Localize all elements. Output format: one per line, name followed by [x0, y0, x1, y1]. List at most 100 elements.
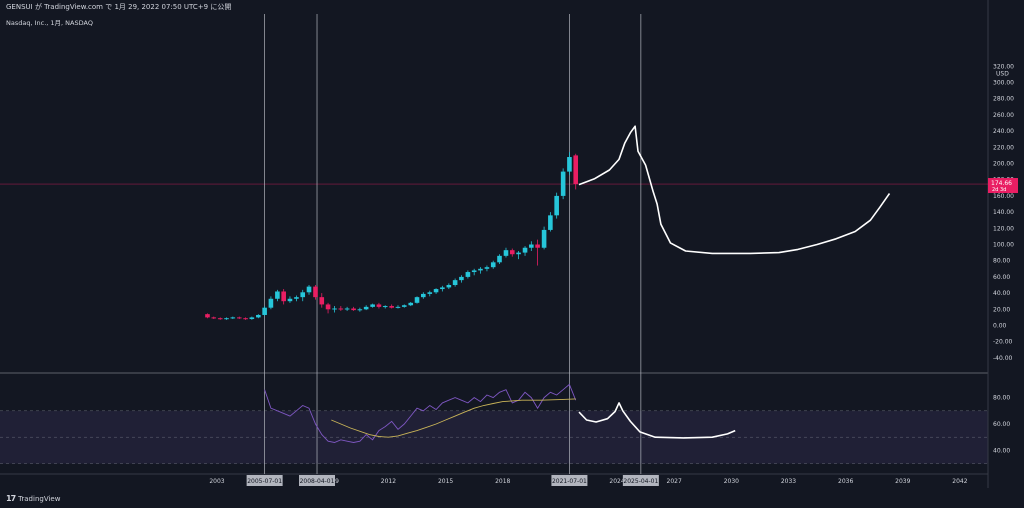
time-tick-label: 2012: [381, 478, 396, 485]
time-tick-label: 2042: [952, 478, 967, 485]
time-tick-label: 2036: [838, 478, 853, 485]
candle-up[interactable]: [541, 229, 547, 248]
candle-down[interactable]: [281, 291, 286, 302]
candle-down[interactable]: [319, 297, 325, 305]
candle-up[interactable]: [522, 247, 528, 253]
candle-up[interactable]: [332, 308, 337, 310]
candle-down[interactable]: [313, 286, 318, 298]
time-tick-label: 2024: [609, 478, 624, 485]
candle-up[interactable]: [275, 291, 280, 299]
candle-up[interactable]: [459, 276, 464, 281]
candle-down[interactable]: [325, 304, 331, 310]
rsi-line[interactable]: [264, 383, 577, 443]
candle-up[interactable]: [497, 255, 502, 263]
candle-down[interactable]: [243, 318, 248, 320]
candle-up[interactable]: [421, 293, 426, 298]
candle-up[interactable]: [382, 306, 388, 308]
candle-down[interactable]: [351, 308, 356, 311]
candle-up[interactable]: [370, 304, 375, 307]
symbol-title: Nasdaq, Inc., 1月, NASDAQ: [6, 19, 93, 27]
time-tick-label: 2039: [895, 478, 910, 485]
candle-up[interactable]: [529, 244, 534, 248]
candle-up[interactable]: [516, 252, 521, 255]
candle-up[interactable]: [395, 306, 401, 308]
brand-name: TradingView: [18, 495, 61, 503]
price-tick-label: 140.00: [993, 209, 1014, 216]
candle-up[interactable]: [414, 297, 420, 303]
candle-up[interactable]: [294, 297, 299, 299]
candle-up[interactable]: [300, 292, 306, 298]
candle-up[interactable]: [344, 308, 350, 310]
marker-date-badge: [622, 475, 659, 486]
rsi-tick-label: 40.00: [993, 447, 1010, 454]
candle-up[interactable]: [268, 298, 274, 308]
candle-down[interactable]: [211, 317, 217, 319]
marker-date-label: 2008-04-01: [300, 478, 335, 485]
rsi-tick-label: 60.00: [993, 421, 1010, 428]
tradingview-brand[interactable]: 17 TradingView: [6, 494, 60, 504]
candle-up[interactable]: [408, 302, 414, 306]
candle-up[interactable]: [427, 292, 433, 294]
marker-date-label: 2021-07-01: [552, 478, 587, 485]
candle-down[interactable]: [535, 244, 540, 248]
marker-date-badge: [246, 475, 283, 486]
current-price-countdown: 2d 3d: [992, 187, 1006, 193]
rsi-forecast-drawing[interactable]: [578, 402, 736, 439]
current-price-tag: [988, 178, 1018, 194]
price-tick-label: 40.00: [993, 290, 1010, 297]
candle-up[interactable]: [554, 195, 559, 216]
price-tick-label: 80.00: [993, 258, 1010, 265]
candle-up[interactable]: [401, 305, 407, 307]
time-tick-label: 2030: [724, 478, 739, 485]
marker-date-badge: [551, 475, 588, 486]
candle-up[interactable]: [363, 306, 369, 310]
price-tick-label: -40.00: [993, 355, 1013, 362]
time-tick-label: 2033: [781, 478, 796, 485]
candle-down[interactable]: [509, 250, 515, 255]
candle-up[interactable]: [567, 157, 572, 172]
candle-up[interactable]: [440, 287, 445, 290]
price-tick-label: 220.00: [993, 144, 1014, 151]
time-tick-label: 2027: [667, 478, 682, 485]
candle-up[interactable]: [503, 250, 509, 256]
candle-up[interactable]: [548, 215, 553, 230]
candle-down[interactable]: [236, 317, 242, 319]
price-tick-label: 100.00: [993, 242, 1014, 249]
price-tick-label: 60.00: [993, 274, 1010, 281]
candle-up[interactable]: [433, 289, 439, 293]
marker-date-label: 2005-07-01: [247, 478, 282, 485]
price-tick-label: 160.00: [993, 193, 1014, 200]
candle-up[interactable]: [471, 270, 477, 273]
candle-up[interactable]: [465, 272, 471, 277]
candle-up[interactable]: [357, 309, 363, 311]
time-tick-label: 2015: [438, 478, 453, 485]
candle-up[interactable]: [484, 267, 490, 269]
candle-up[interactable]: [490, 262, 496, 268]
candle-up[interactable]: [224, 318, 229, 320]
candle-down[interactable]: [389, 306, 394, 308]
candle-up[interactable]: [249, 317, 255, 320]
tradingview-logo-icon: 17: [6, 494, 16, 503]
price-tick-label: 280.00: [993, 96, 1014, 103]
candle-down[interactable]: [376, 304, 382, 307]
price-unit-label: USD: [996, 70, 1009, 77]
candle-up[interactable]: [256, 314, 261, 318]
candle-up[interactable]: [262, 307, 267, 315]
candle-up[interactable]: [478, 268, 483, 271]
candle-down[interactable]: [338, 308, 344, 310]
candle-down[interactable]: [205, 314, 210, 318]
rsi-ma-line[interactable]: [331, 398, 576, 438]
time-tick-label: 2003: [209, 478, 224, 485]
candle-down[interactable]: [217, 318, 223, 320]
candle-up[interactable]: [230, 317, 236, 319]
price-forecast-drawing[interactable]: [578, 125, 891, 255]
candle-down[interactable]: [573, 155, 579, 185]
price-tick-label: 240.00: [993, 128, 1014, 135]
candle-up[interactable]: [306, 286, 312, 293]
candle-up[interactable]: [560, 171, 566, 196]
candle-up[interactable]: [446, 285, 452, 288]
candle-up[interactable]: [287, 298, 293, 302]
price-tick-label: 200.00: [993, 161, 1014, 168]
candle-up[interactable]: [452, 280, 458, 285]
